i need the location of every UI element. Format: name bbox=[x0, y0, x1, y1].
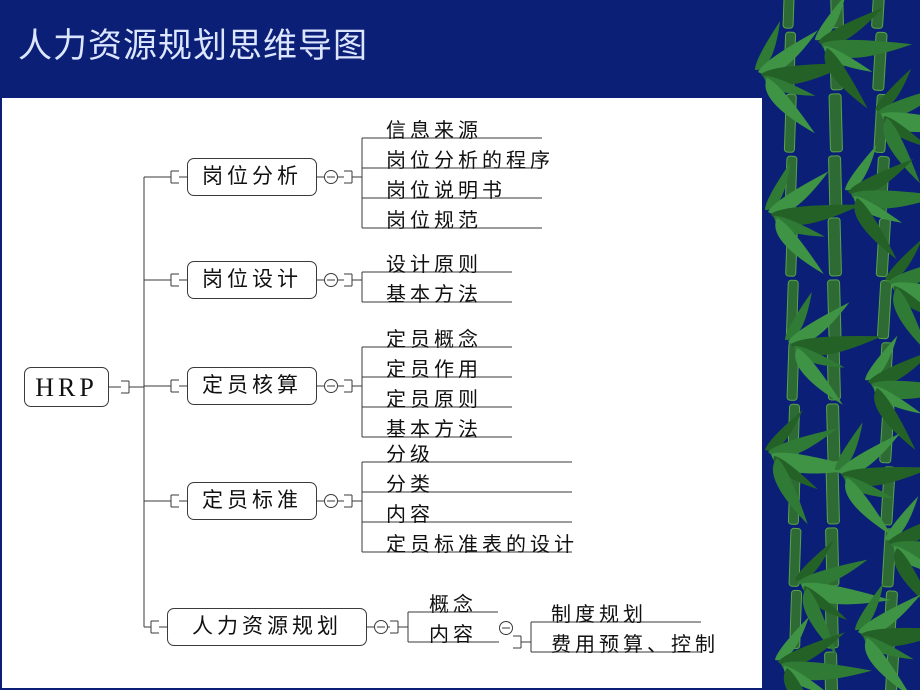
branch-node-2: 定员核算 bbox=[187, 367, 317, 405]
leaf-3-1: 分类 bbox=[386, 468, 434, 497]
root-node: HRP bbox=[24, 367, 109, 407]
mindmap-connectors bbox=[2, 98, 762, 688]
collapse-toggle-0[interactable] bbox=[324, 170, 338, 184]
leaf-0-2: 岗位说明书 bbox=[386, 174, 506, 203]
collapse-toggle-4[interactable] bbox=[374, 620, 388, 634]
slide-title: 人力资源规划思维导图 bbox=[18, 18, 368, 67]
subleaf-4-1-0: 制度规划 bbox=[551, 598, 647, 627]
branch-node-0: 岗位分析 bbox=[187, 158, 317, 196]
collapse-toggle-3[interactable] bbox=[324, 494, 338, 508]
branch-node-1: 岗位设计 bbox=[187, 261, 317, 299]
collapse-toggle-4-1[interactable] bbox=[499, 621, 513, 635]
mindmap-panel: HRP 岗位分析 信息来源岗位分析的程序岗位说明书岗位规范岗位设计 设计原则基本方法定… bbox=[2, 98, 762, 688]
slide: 人力资源规划思维导图 HRP 岗位分析 信息来源岗位分析的程序岗位说明书岗位规范岗位… bbox=[0, 0, 920, 690]
collapse-toggle-2[interactable] bbox=[324, 379, 338, 393]
leaf-3-2: 内容 bbox=[386, 498, 434, 527]
branch-node-4: 人力资源规划 bbox=[167, 608, 367, 646]
leaf-0-0: 信息来源 bbox=[386, 114, 482, 143]
leaf-4-0: 概念 bbox=[429, 588, 477, 617]
leaf-2-2: 定员原则 bbox=[386, 383, 482, 412]
leaf-0-3: 岗位规范 bbox=[386, 204, 482, 233]
leaf-3-0: 分级 bbox=[386, 438, 434, 467]
subleaf-4-1-1: 费用预算、控制 bbox=[551, 628, 719, 657]
leaf-4-1: 内容 bbox=[429, 618, 477, 647]
leaf-0-1: 岗位分析的程序 bbox=[386, 144, 554, 173]
leaf-1-0: 设计原则 bbox=[386, 248, 482, 277]
collapse-toggle-1[interactable] bbox=[324, 273, 338, 287]
branch-node-3: 定员标准 bbox=[187, 482, 317, 520]
leaf-1-1: 基本方法 bbox=[386, 278, 482, 307]
leaf-2-0: 定员概念 bbox=[386, 323, 482, 352]
leaf-2-1: 定员作用 bbox=[386, 353, 482, 382]
leaf-3-3: 定员标准表的设计 bbox=[386, 528, 578, 557]
